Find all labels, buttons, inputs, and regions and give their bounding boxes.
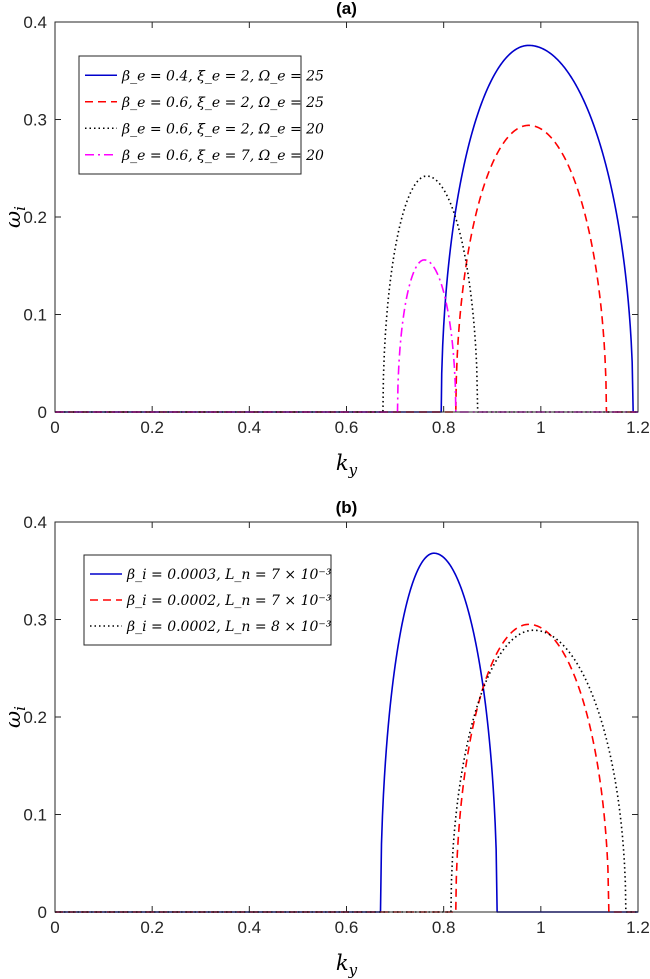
legend-entry-2: β_i = 0.0002, L_n = 7 × 10⁻³ bbox=[126, 593, 332, 609]
y-tick-label: 0.3 bbox=[23, 111, 47, 130]
legend-entry-4: β_e = 0.6, ξ_e = 7, Ω_e = 20 bbox=[121, 148, 324, 164]
y-tick-label: 0.4 bbox=[23, 13, 47, 32]
legend: β_i = 0.0003, L_n = 7 × 10⁻³ β_i = 0.0002… bbox=[83, 554, 332, 646]
legend-entry-3: β_e = 0.6, ξ_e = 2, Ω_e = 20 bbox=[121, 121, 324, 137]
y-axis-label: ωi bbox=[1, 206, 29, 228]
x-tick-label: 1 bbox=[536, 418, 545, 437]
x-tick-label: 0 bbox=[50, 918, 59, 937]
plot-frame bbox=[54, 521, 639, 913]
x-tick-label: 1.2 bbox=[626, 418, 650, 437]
x-tick-label: 0.6 bbox=[335, 918, 359, 937]
series-line-3 bbox=[55, 175, 638, 413]
y-tick-label: 0.2 bbox=[23, 208, 47, 227]
y-tick-label: 0 bbox=[38, 903, 47, 922]
panel-b: (b) 0 0.2 0.4 0.6 0.8 1 1.2 0 0.1 0.2 0.3 0.4 ky ωi β_i… bbox=[1, 498, 650, 979]
x-tick-label: 0.4 bbox=[238, 918, 262, 937]
legend-entry-1: β_e = 0.4, ξ_e = 2, Ω_e = 25 bbox=[121, 68, 324, 84]
plot-frame bbox=[54, 21, 639, 413]
y-axis-label: ωi bbox=[1, 706, 29, 728]
x-tick-label: 0.2 bbox=[140, 418, 164, 437]
series-line-4 bbox=[55, 259, 638, 413]
series-line-3 bbox=[55, 629, 638, 913]
y-tick-label: 0.3 bbox=[23, 611, 47, 630]
x-axis-label: ky bbox=[336, 951, 358, 979]
legend-entry-2: β_e = 0.6, ξ_e = 2, Ω_e = 25 bbox=[121, 95, 324, 111]
legend-entry-1: β_i = 0.0003, L_n = 7 × 10⁻³ bbox=[126, 567, 332, 583]
x-tick-label: 1.2 bbox=[626, 918, 650, 937]
x-tick-label: 0.6 bbox=[335, 418, 359, 437]
x-tick-label: 0 bbox=[50, 418, 59, 437]
y-tick-label: 0.1 bbox=[23, 806, 47, 825]
legend: β_e = 0.4, ξ_e = 2, Ω_e = 25 β_e = 0.6, ξ… bbox=[78, 55, 324, 175]
series-line-2 bbox=[55, 623, 638, 913]
x-tick-label: 0.4 bbox=[238, 418, 262, 437]
x-tick-label: 0.2 bbox=[140, 918, 164, 937]
chart-title: (b) bbox=[336, 498, 358, 517]
y-tick-label: 0 bbox=[38, 403, 47, 422]
chart-title: (a) bbox=[336, 0, 357, 18]
y-tick-label: 0.4 bbox=[23, 513, 47, 532]
x-tick-label: 1 bbox=[536, 918, 545, 937]
x-tick-label: 0.8 bbox=[432, 918, 456, 937]
x-tick-label: 0.8 bbox=[432, 418, 456, 437]
panel-a: (a) 0 0.2 0.4 0.6 0.8 1 1.2 0 0.1 0.2 0.3 0.4 ky ωi β_e… bbox=[1, 0, 650, 479]
legend-box bbox=[83, 554, 332, 646]
legend-entry-3: β_i = 0.0002, L_n = 8 × 10⁻³ bbox=[126, 619, 332, 635]
x-axis-label: ky bbox=[336, 451, 358, 479]
y-tick-label: 0.1 bbox=[23, 306, 47, 325]
y-tick-label: 0.2 bbox=[23, 708, 47, 727]
